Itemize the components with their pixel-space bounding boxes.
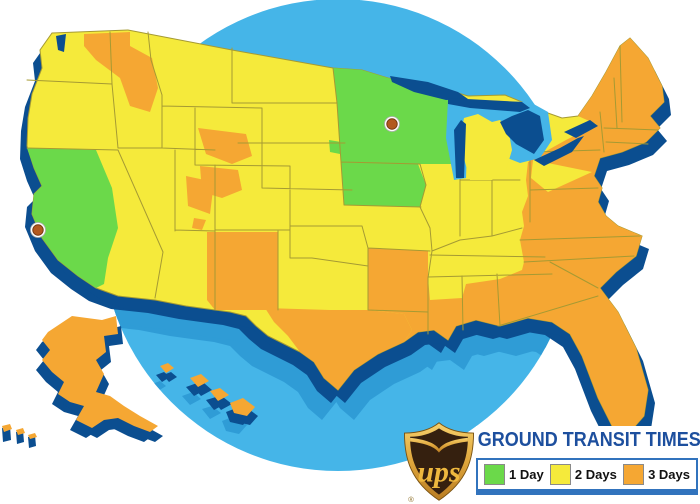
region-3day-wyoming-patch[interactable] xyxy=(198,128,252,164)
region-3day-south-texas[interactable] xyxy=(265,308,412,390)
region-3day-idaho-east-washington[interactable] xyxy=(84,32,158,112)
lake-michigan xyxy=(454,120,466,178)
shield-chevron xyxy=(410,437,468,453)
origin-marker-california[interactable] xyxy=(30,222,46,238)
legend-item-1day: 1 Day xyxy=(484,464,544,485)
puget-sound xyxy=(56,34,66,52)
great-lakes xyxy=(56,34,598,180)
region-3day-new-mexico[interactable] xyxy=(207,232,278,310)
michigan-mitten[interactable] xyxy=(461,114,512,180)
legend-swatch-1day-icon xyxy=(484,464,505,485)
legend-item-2days: 2 Days xyxy=(549,464,617,485)
legend-swatch-2days-icon xyxy=(549,464,571,485)
lake-superior xyxy=(390,76,468,100)
transit-times-panel: GROUND TRANSIT TIMES 1 Day 2 Days 3 Days… xyxy=(400,420,700,504)
region-1day-california-coast[interactable] xyxy=(27,148,118,288)
legend-label-3days: 3 Days xyxy=(648,467,690,482)
registered-trademark: ® xyxy=(408,495,414,504)
lake-huron xyxy=(500,110,544,154)
lake-ontario xyxy=(564,120,598,138)
alaska[interactable] xyxy=(2,316,163,448)
ups-wordmark: ups xyxy=(417,456,460,489)
region-3day-east-and-gulf[interactable] xyxy=(368,38,664,432)
up-south-shore-shadow xyxy=(448,98,530,112)
legend: 1 Day 2 Days 3 Days xyxy=(476,458,698,495)
legend-item-3days: 3 Days xyxy=(623,464,690,485)
legend-label-2days: 2 Days xyxy=(574,467,617,482)
region-2day-west-pennsylvania-wedge xyxy=(531,160,592,192)
page-title: GROUND TRANSIT TIMES xyxy=(476,426,700,453)
shield-inner xyxy=(410,428,468,495)
legend-label-1day: 1 Day xyxy=(509,467,544,482)
aleutian-islands-shadow xyxy=(2,426,36,448)
aleutian-islands xyxy=(2,424,37,439)
lake-erie xyxy=(534,136,584,166)
ups-shield-logo: ups ® xyxy=(403,422,475,504)
region-1day-upper-midwest[interactable] xyxy=(333,68,458,207)
origin-marker-minnesota[interactable] xyxy=(384,116,400,132)
region-3day-utah-patch[interactable] xyxy=(186,176,214,230)
legend-swatch-3days-icon xyxy=(623,464,645,485)
